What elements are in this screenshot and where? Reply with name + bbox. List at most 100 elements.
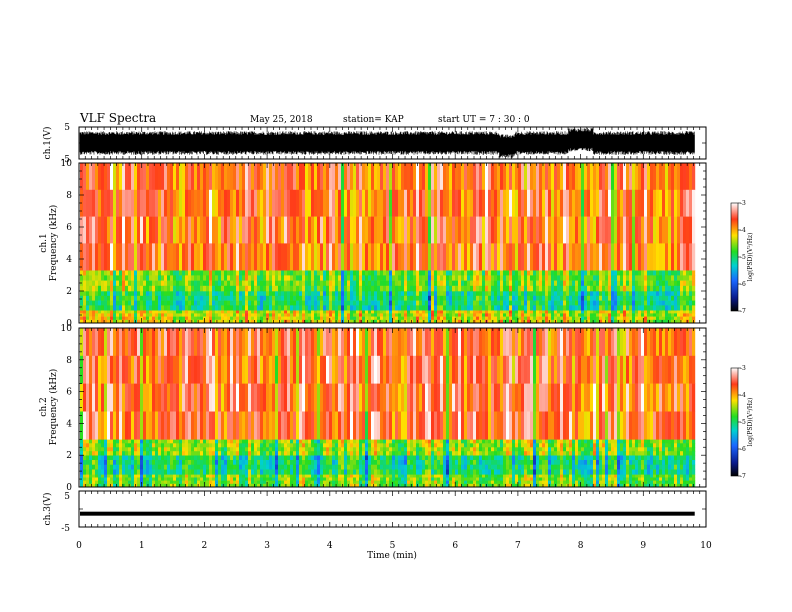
spectrogram-cell (185, 439, 189, 444)
spectrogram-cell (152, 280, 156, 287)
spectrogram-cell (152, 285, 156, 292)
spectrogram-cell (395, 319, 399, 324)
spectrogram-cell (305, 275, 309, 281)
spectrogram-cell (236, 310, 240, 314)
spectrogram-cell (326, 295, 330, 301)
spectrogram-cell (86, 319, 90, 324)
spectrogram-cell (260, 469, 264, 475)
spectrogram-cell (290, 275, 294, 281)
spectrogram-cell (386, 305, 390, 311)
spectrogram-cell (305, 477, 309, 481)
spectrogram-cell (242, 216, 246, 244)
spectrogram-cell (119, 163, 123, 191)
spectrogram-cell (617, 313, 621, 317)
spectrogram-cell (275, 319, 279, 324)
spectrogram-cell (575, 275, 579, 281)
spectrogram-cell (548, 305, 552, 311)
spectrogram-cell (344, 291, 348, 297)
spectrogram-cell (446, 275, 450, 281)
spectrogram-cell (113, 469, 117, 475)
spectrogram-cell (338, 295, 342, 301)
spectrogram-cell (272, 443, 276, 448)
spectrogram-cell (278, 316, 282, 321)
spectrogram-cell (512, 291, 516, 297)
spectrogram-cell (215, 451, 219, 456)
spectrogram-cell (242, 383, 246, 412)
spectrogram-cell (434, 275, 438, 281)
spectrogram-cell (200, 464, 204, 470)
spectrogram-cell (101, 464, 105, 470)
spectrogram-cell (272, 469, 276, 475)
spectrogram-cell (386, 189, 390, 217)
spectrogram-cell (257, 310, 261, 314)
colorbar-tick-label: -7 (740, 308, 746, 315)
spectrogram-cell (338, 216, 342, 244)
spectrogram-cell (221, 328, 225, 357)
spectrogram-cell (245, 243, 249, 271)
spectrogram-cell (242, 291, 246, 297)
spectrogram-cell (110, 316, 114, 321)
spectrogram-cell (188, 275, 192, 281)
spectrogram-cell (203, 477, 207, 481)
spectrogram-cell (149, 447, 153, 452)
spectrogram-cell (314, 285, 318, 292)
spectrogram-cell (545, 310, 549, 314)
spectrogram-cell (605, 300, 609, 306)
spectrogram-cell (179, 243, 183, 271)
spectrogram-cell (470, 295, 474, 301)
spectrogram-cell (89, 216, 93, 244)
spectrogram-cell (257, 305, 261, 311)
spectrogram-cell (668, 275, 672, 281)
spectrogram-cell (560, 285, 564, 292)
spectrogram-cell (467, 243, 471, 271)
spectrogram-cell (209, 451, 213, 456)
spectrogram-cell (311, 310, 315, 314)
spectrogram-cell (257, 313, 261, 317)
spectrogram-cell (137, 451, 141, 456)
spectrogram-cell (269, 439, 273, 444)
spectrogram-cell (125, 460, 129, 466)
spectrogram-cell (551, 163, 555, 191)
spectrogram-cell (275, 275, 279, 281)
spectrogram-cell (473, 319, 477, 324)
spectrogram-cell (665, 305, 669, 311)
spectrogram-cell (167, 310, 171, 314)
spectrogram-cell (572, 305, 576, 311)
spectrogram-cell (80, 305, 84, 311)
spectrogram-cell (371, 316, 375, 321)
spectrogram-cell (668, 316, 672, 321)
spectrogram-cell (158, 285, 162, 292)
spectrogram-cell (191, 483, 195, 488)
spectrogram-cell (242, 443, 246, 448)
spectrogram-cell (290, 310, 294, 314)
spectrogram-cell (305, 480, 309, 485)
spectrogram-cell (293, 451, 297, 456)
spectrogram-cell (533, 285, 537, 292)
spectrogram-cell (344, 319, 348, 324)
spectrogram-cell (440, 285, 444, 292)
spectrogram-cell (113, 411, 117, 440)
spectrogram-cell (296, 305, 300, 311)
spectrogram-cell (608, 243, 612, 271)
spectrogram-cell (308, 313, 312, 317)
spectrogram-cell (191, 216, 195, 244)
spectrogram-cell (299, 483, 303, 488)
spectrogram-cell (281, 474, 285, 478)
spectrogram-cell (494, 291, 498, 297)
spectrogram-cell (179, 328, 183, 357)
spectrogram-cell (194, 328, 198, 357)
spectrogram-cell (164, 275, 168, 281)
spectrogram-cell (161, 291, 165, 297)
spectrogram-cell (551, 189, 555, 217)
spectrogram-cell (143, 275, 147, 281)
spectrogram-cell (593, 295, 597, 301)
spectrogram-cell (86, 460, 90, 466)
spectrogram-cell (227, 355, 231, 384)
spectrogram-cell (275, 313, 279, 317)
spectrogram-cell (440, 305, 444, 311)
spectrogram-cell (248, 189, 252, 217)
spectrogram-cell (683, 275, 687, 281)
spectrogram-cell (236, 477, 240, 481)
spectrogram-cell (128, 477, 132, 481)
spectrogram-cell (383, 316, 387, 321)
